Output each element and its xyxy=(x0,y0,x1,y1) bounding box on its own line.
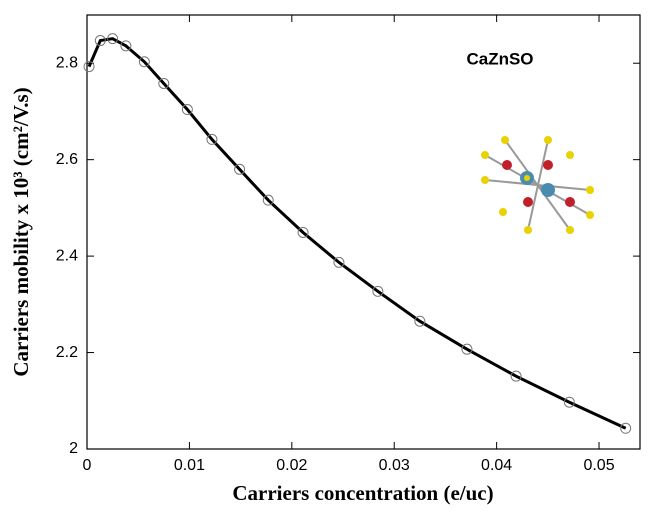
data-point xyxy=(620,422,632,434)
y-tick-label: 2.2 xyxy=(56,344,78,361)
data-point xyxy=(372,285,384,297)
data-point xyxy=(120,40,132,52)
data-line xyxy=(87,37,627,430)
y-tick-label: 2.8 xyxy=(56,54,78,71)
data-point xyxy=(158,77,170,89)
y-tick-label: 2 xyxy=(69,440,78,457)
data-point xyxy=(262,194,274,206)
data-point xyxy=(181,104,193,116)
crystal-icon xyxy=(481,136,594,234)
x-tick-label: 0.04 xyxy=(481,457,512,474)
x-axis-title: Carriers concentration (e/uc) xyxy=(232,481,493,505)
plot-frame xyxy=(86,14,641,450)
y-axis-title: Carriers mobility x 10³ (cm²/V.s) xyxy=(9,87,33,376)
data-point xyxy=(510,370,522,382)
x-tick-label: 0.05 xyxy=(583,457,614,474)
data-point xyxy=(83,61,95,73)
data-point xyxy=(563,396,575,408)
data-point xyxy=(414,315,426,327)
x-tick-label: 0.02 xyxy=(276,457,307,474)
data-point xyxy=(94,35,106,47)
data-point xyxy=(206,133,218,145)
data-point xyxy=(138,56,150,68)
data-point xyxy=(461,343,473,355)
data-point xyxy=(107,33,119,45)
x-tick-label: 0.01 xyxy=(174,457,205,474)
x-tick-label: 0 xyxy=(83,457,92,474)
data-point xyxy=(234,163,246,175)
y-tick-label: 2.6 xyxy=(56,151,78,168)
y-tick-label: 2.4 xyxy=(56,247,78,264)
data-point xyxy=(297,226,309,238)
x-tick-label: 0.03 xyxy=(379,457,410,474)
data-point xyxy=(333,256,345,268)
annotation: CaZnSO xyxy=(466,49,533,68)
